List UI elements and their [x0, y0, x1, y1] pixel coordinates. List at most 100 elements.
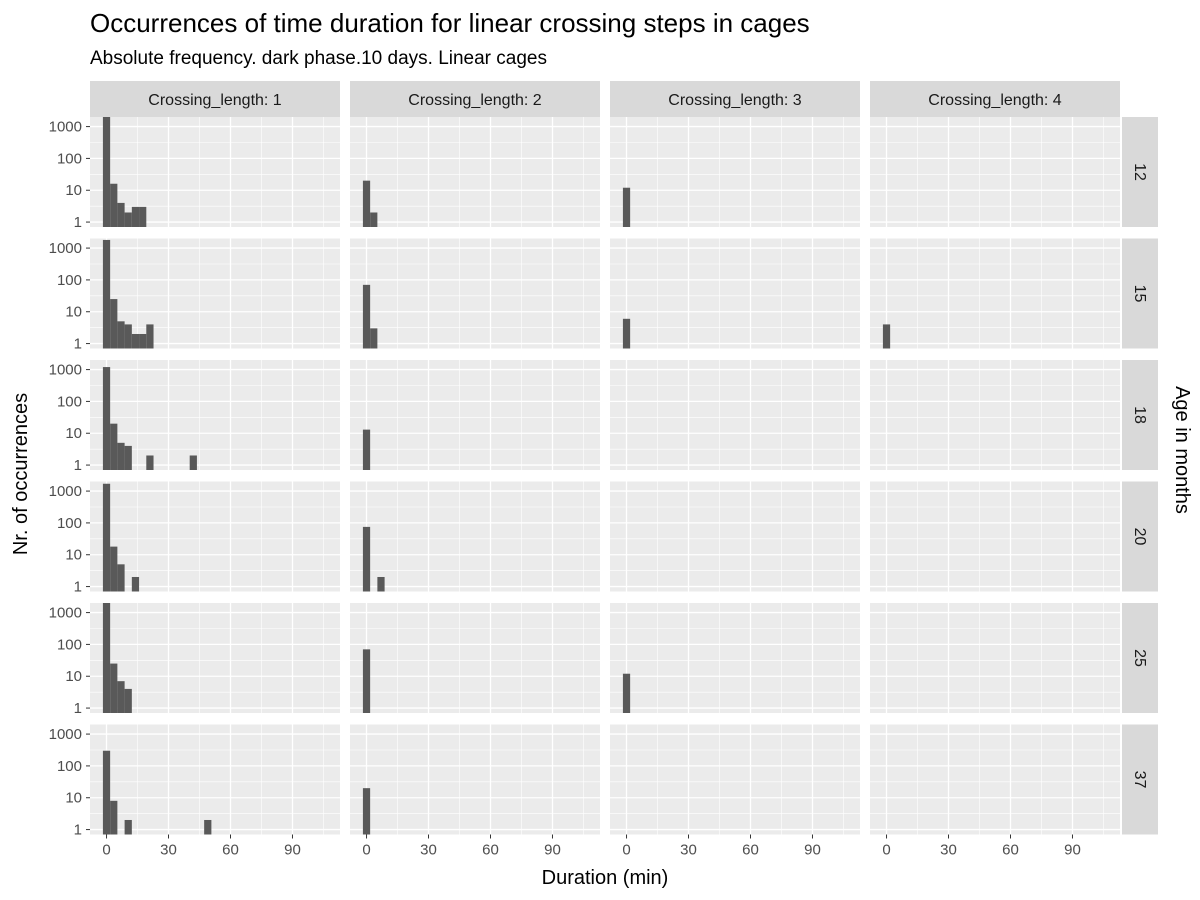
- facet-col-label: Crossing_length: 2: [408, 92, 542, 109]
- histogram-bar: [102, 483, 111, 592]
- x-tick-label: 30: [420, 842, 437, 859]
- panel-background: [610, 238, 860, 349]
- x-tick-label: 0: [882, 842, 890, 859]
- panel-background: [350, 481, 600, 592]
- panel-background: [610, 603, 860, 713]
- panel-background: [870, 481, 1120, 592]
- y-tick-label: 100: [57, 758, 82, 775]
- histogram-bar: [110, 800, 118, 835]
- x-tick-label: 0: [362, 842, 370, 859]
- panel-background: [610, 724, 860, 835]
- panel-background: [350, 238, 600, 349]
- panel-background: [870, 238, 1120, 349]
- y-tick-label: 1: [74, 457, 82, 474]
- histogram-bar: [146, 324, 154, 349]
- histogram-bar: [362, 284, 371, 349]
- x-tick-label: 0: [102, 842, 110, 859]
- panel-background: [350, 603, 600, 713]
- facet-col-strip: [610, 81, 860, 117]
- y-tick-label: 1: [74, 822, 82, 839]
- y-tick-label: 1000: [49, 119, 82, 136]
- histogram-bar: [110, 423, 118, 470]
- histogram-bar: [622, 187, 631, 227]
- chart-subtitle: Absolute frequency. dark phase.10 days. …: [90, 48, 547, 69]
- histogram-bar: [102, 239, 111, 349]
- y-tick-label: 100: [57, 515, 82, 532]
- facet-row-strip: [1122, 481, 1158, 592]
- y-tick-label: 1000: [49, 483, 82, 500]
- histogram-bar: [139, 333, 147, 349]
- y-tick-label: 1000: [49, 605, 82, 622]
- facet-row-label: 20: [1131, 528, 1148, 546]
- x-tick-label: 90: [804, 842, 821, 859]
- histogram-bar: [117, 321, 125, 349]
- histogram-bar: [117, 202, 125, 227]
- facet-col-strip: [350, 81, 600, 117]
- facet-row-strip: [1122, 117, 1158, 227]
- y-tick-label: 10: [65, 547, 82, 564]
- histogram-bar: [362, 429, 371, 470]
- histogram-bar: [622, 673, 631, 713]
- y-tick-label: 1: [74, 700, 82, 717]
- x-tick-label: 30: [160, 842, 177, 859]
- x-tick-label: 0: [622, 842, 630, 859]
- y-tick-label: 100: [57, 636, 82, 653]
- y-tick-label: 1000: [49, 240, 82, 257]
- histogram-bar: [110, 299, 118, 349]
- x-tick-label: 90: [284, 842, 301, 859]
- histogram-bar: [124, 212, 132, 227]
- facet-col-strip: [90, 81, 340, 117]
- facet-col-label: Crossing_length: 3: [668, 92, 802, 109]
- histogram-bar: [139, 206, 147, 227]
- histogram-bar: [124, 819, 132, 835]
- histogram-bar: [377, 576, 385, 592]
- histogram-bar: [146, 455, 154, 470]
- y-tick-label: 100: [57, 150, 82, 167]
- histogram-bar: [110, 183, 118, 227]
- x-tick-label: 30: [940, 842, 957, 859]
- histogram-bar: [131, 576, 140, 592]
- panel-background: [610, 117, 860, 227]
- y-tick-label: 10: [65, 668, 82, 685]
- histogram-bar: [124, 324, 132, 349]
- panel-background: [870, 724, 1120, 835]
- facet-row-strip: [1122, 360, 1158, 470]
- x-tick-label: 90: [544, 842, 561, 859]
- x-tick-label: 60: [482, 842, 499, 859]
- x-tick-label: 30: [680, 842, 697, 859]
- histogram-bar: [362, 788, 371, 835]
- histogram-bar: [110, 663, 118, 713]
- chart-title: Occurrences of time duration for linear …: [90, 8, 810, 38]
- panel-background: [870, 360, 1120, 470]
- facet-row-strip: [1122, 238, 1158, 349]
- histogram-bar: [362, 526, 371, 592]
- facet-row-label: 37: [1131, 771, 1148, 789]
- x-tick-label: 60: [742, 842, 759, 859]
- facet-col-label: Crossing_length: 1: [148, 92, 282, 109]
- facet-row-label: 12: [1131, 163, 1148, 181]
- y-tick-label: 10: [65, 182, 82, 199]
- panel-background: [870, 603, 1120, 713]
- panel-background: [610, 481, 860, 592]
- histogram-bar: [102, 117, 111, 227]
- histogram-bar: [117, 442, 125, 470]
- histogram-bar: [622, 318, 631, 349]
- y-tick-label: 10: [65, 304, 82, 321]
- panel-background: [90, 481, 340, 592]
- y-tick-label: 1000: [49, 362, 82, 379]
- histogram-bar: [370, 328, 378, 349]
- histogram-bar: [124, 688, 132, 713]
- histogram-bar: [117, 564, 125, 592]
- y-tick-label: 1: [74, 214, 82, 231]
- histogram-bar: [102, 603, 111, 713]
- panel-background: [350, 360, 600, 470]
- y-tick-label: 100: [57, 272, 82, 289]
- facet-row-label: 18: [1131, 406, 1148, 424]
- x-tick-label: 90: [1064, 842, 1081, 859]
- y-tick-label: 10: [65, 425, 82, 442]
- facet-col-label: Crossing_length: 4: [928, 92, 1062, 109]
- histogram-bar: [124, 445, 132, 470]
- facet-row-label: 15: [1131, 285, 1148, 303]
- histogram-bar: [110, 546, 118, 592]
